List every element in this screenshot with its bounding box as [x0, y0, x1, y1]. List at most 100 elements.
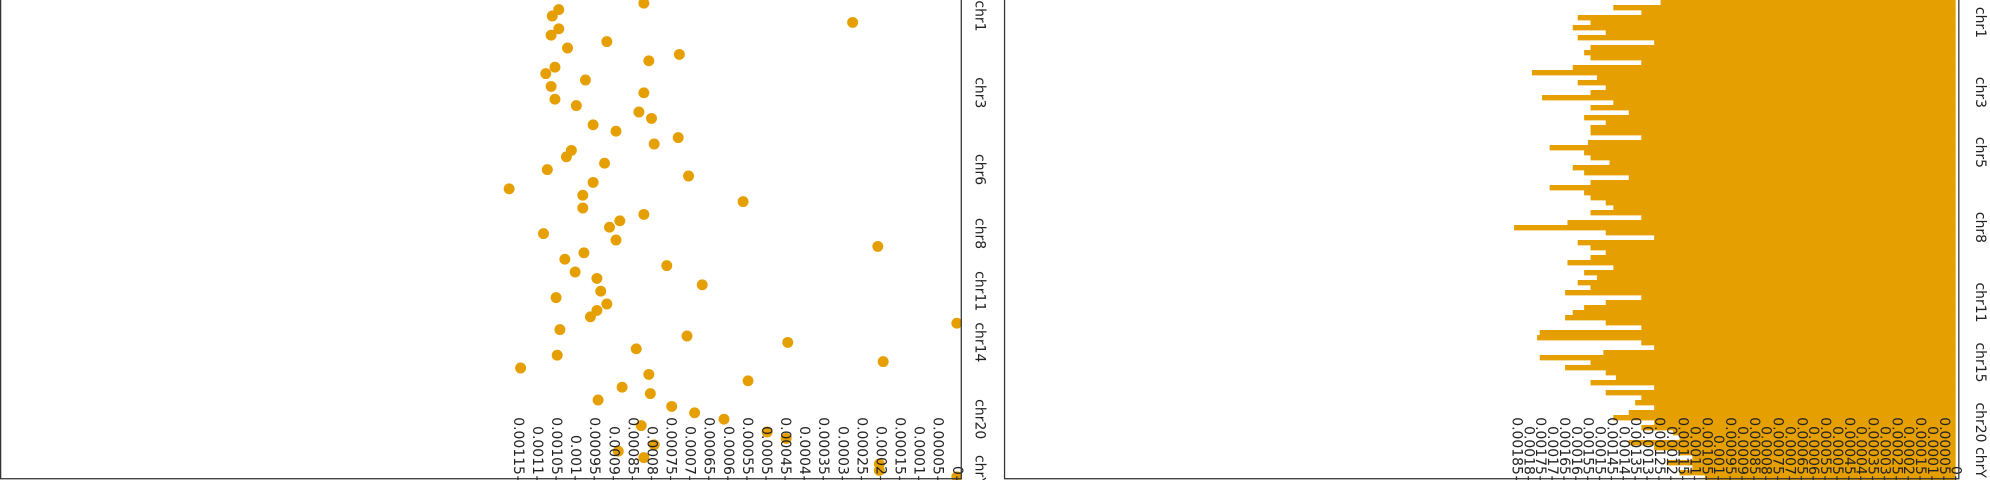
bar [1605, 390, 1956, 396]
x-tick-label: 0.00135 [1627, 417, 1643, 475]
point [638, 87, 650, 99]
x-tick-label: 0.00005 [930, 417, 946, 475]
category-label: chrY [972, 455, 988, 480]
x-tick-label: 0.00025 [853, 417, 869, 475]
bar [1660, 0, 1956, 6]
x-tick-label: 0.00105 [548, 417, 564, 475]
bar [1577, 35, 1956, 41]
point [610, 234, 622, 246]
x-tick-label: 0.0001 [911, 426, 927, 475]
bar [1641, 395, 1956, 401]
category-label: chr20 [1972, 402, 1988, 442]
x-tick-label: 0.0006 [720, 426, 736, 475]
bar [1577, 80, 1956, 86]
bar [1584, 270, 1956, 276]
panel-frame [1003, 0, 1960, 480]
point [541, 164, 553, 176]
bar [1549, 145, 1956, 151]
x-tick-label: 0.0003 [834, 426, 850, 475]
category-label: chr1 [972, 0, 988, 31]
point [614, 215, 626, 227]
bar [1590, 285, 1956, 291]
x-tick-label: 0.0007 [682, 426, 698, 475]
bar [1531, 70, 1956, 76]
bar [1692, 455, 1956, 461]
bar [1590, 125, 1956, 131]
bar [1641, 10, 1956, 16]
point [635, 420, 647, 432]
bar [1641, 325, 1956, 331]
point [545, 80, 557, 92]
point [601, 36, 613, 48]
point [549, 61, 561, 73]
bar [1590, 380, 1956, 386]
point [579, 74, 591, 86]
category-label: chr8 [972, 218, 988, 249]
x-tick-label: 0.0016 [1568, 426, 1584, 475]
x-tick-label: 0.00085 [624, 417, 640, 475]
bar [1596, 275, 1956, 281]
bar [1613, 5, 1956, 11]
category-label: chrY [1972, 447, 1988, 478]
bar [1679, 470, 1956, 476]
point [560, 151, 572, 163]
bar [1596, 75, 1956, 81]
point [545, 29, 557, 41]
x-tick-label: 0.00115 [1675, 417, 1691, 475]
x-tick-label: 0.0011 [529, 426, 545, 475]
x-tick-label: 0.0001 [1924, 426, 1940, 475]
point [638, 0, 650, 9]
category-label: chr15 [1972, 342, 1988, 382]
x-tick-label: 0.00165 [1556, 417, 1572, 475]
category-label: chr5 [1972, 137, 1988, 168]
x-tick-label: 0.00035 [815, 417, 831, 475]
point [553, 23, 565, 35]
point [570, 100, 582, 112]
bar [1590, 245, 1956, 251]
point [646, 112, 657, 124]
bar [1542, 95, 1956, 101]
bar [1628, 175, 1956, 181]
x-tick-label: 0.00075 [663, 417, 679, 475]
x-tick-label: 0.00035 [1865, 417, 1881, 475]
bar [1590, 130, 1956, 136]
bar [1590, 55, 1956, 61]
category-label: chr11 [972, 271, 988, 311]
bar [1613, 205, 1956, 211]
bar [1692, 465, 1956, 471]
point [648, 138, 660, 150]
x-tick-label: 0.0008 [1758, 426, 1774, 475]
x-tick-label: 0.0006 [1805, 426, 1821, 475]
point [577, 202, 589, 214]
x-tick-label: 0.00005 [1936, 417, 1952, 475]
x-tick-label: 0.0002 [1900, 426, 1916, 475]
point [644, 388, 656, 400]
point [601, 298, 613, 310]
x-tick-label: 0.00095 [1722, 417, 1738, 475]
point [612, 445, 624, 457]
bar [1613, 265, 1956, 271]
bar [1590, 210, 1956, 216]
bar [1572, 25, 1956, 31]
point [584, 311, 596, 323]
point [782, 336, 794, 348]
bar [1605, 200, 1956, 206]
x-tick-label: 0.00155 [1580, 417, 1596, 475]
bar [1584, 190, 1956, 196]
bar [1590, 195, 1956, 201]
bar [1584, 50, 1956, 56]
point [559, 253, 571, 265]
x-tick-label: 0.0005 [1829, 426, 1845, 475]
bar [1590, 20, 1956, 26]
point [872, 240, 884, 252]
bar [1613, 415, 1956, 421]
point [554, 324, 566, 336]
x-tick-label: 0.0003 [1876, 426, 1892, 475]
point [666, 400, 678, 412]
point [643, 55, 655, 67]
x-tick-label: 0.00125 [1651, 417, 1667, 475]
bar [1679, 450, 1956, 456]
bar [1654, 40, 1956, 46]
bar [1549, 185, 1956, 191]
